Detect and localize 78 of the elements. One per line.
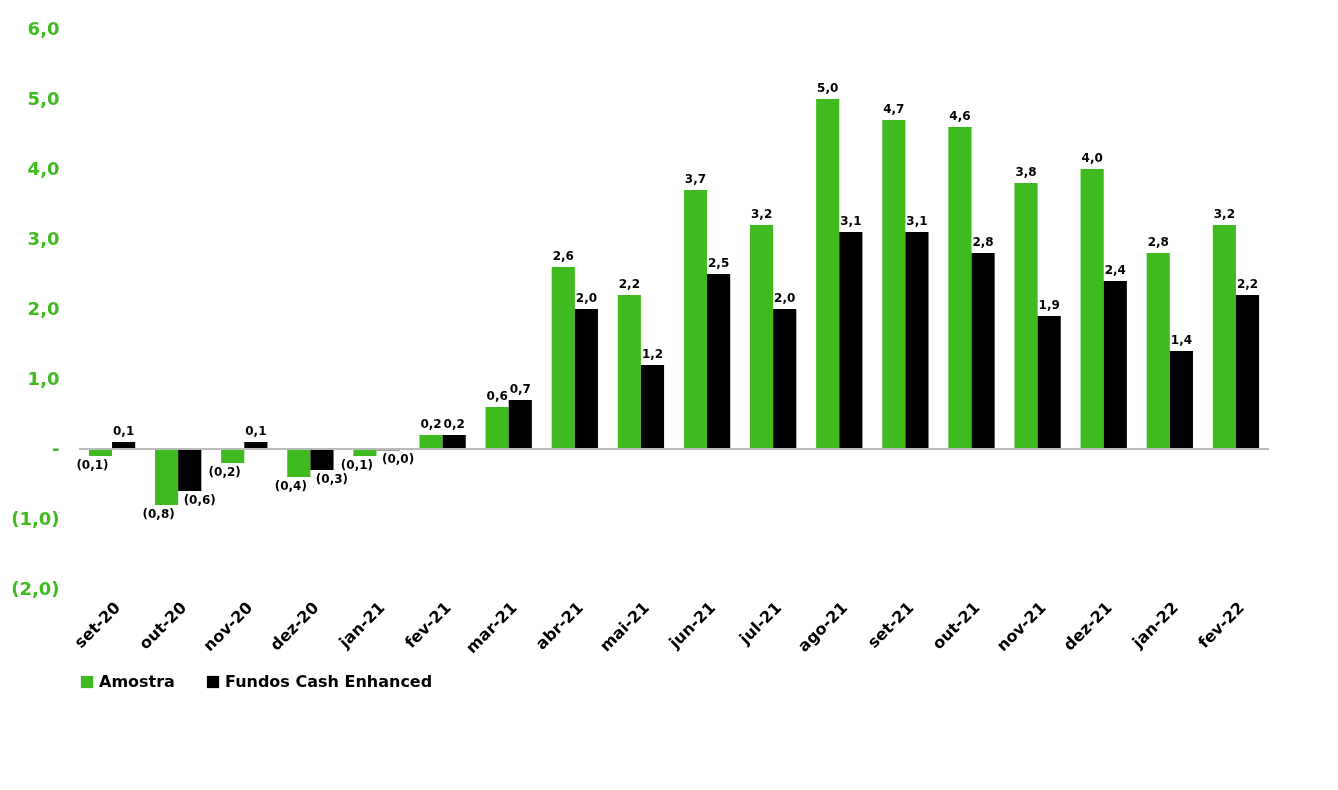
data-label: 4,0 [1081,151,1103,165]
data-label: 3,1 [906,214,928,228]
data-label: (0,1) [340,458,374,472]
bar [508,400,532,449]
data-label: 5,0 [817,81,839,95]
data-label: 1,9 [1038,298,1060,312]
data-label: 4,6 [949,109,971,123]
data-label: 0,1 [245,424,267,438]
y-tick-label: 2,0 [27,297,60,319]
bar [287,449,311,477]
data-label: 2,6 [552,249,574,263]
bar [1212,225,1236,449]
y-tick-label: 1,0 [27,367,60,389]
bar [1080,169,1104,449]
bar [617,295,641,449]
bar [155,449,179,505]
data-label: 2,2 [618,277,641,291]
data-label: 3,2 [1213,207,1236,221]
data-label: (0,4) [274,479,307,493]
bar [1037,316,1061,449]
bar [707,274,731,449]
bar [485,407,509,449]
bar [905,232,929,449]
bar [882,120,906,449]
data-label: 0,6 [486,389,508,403]
bar [310,449,334,470]
data-label: 0,7 [509,382,531,396]
y-tick-label: 3,0 [27,227,60,249]
bar [1235,295,1260,449]
data-label: 2,2 [1236,277,1259,291]
y-tick-label: 6,0 [27,17,60,39]
data-label: 0,1 [112,424,135,438]
y-tick-label: - [52,437,60,459]
data-label: (0,1) [76,458,109,472]
bar [178,449,202,491]
data-label: 0,2 [443,417,465,431]
bar [442,435,466,449]
bar [750,225,774,449]
y-tick-label: (2,0) [11,577,60,599]
data-label: 0,2 [420,417,442,431]
bar [816,99,840,449]
bar [1103,281,1127,449]
data-label: (0,6) [183,493,216,507]
bar [1169,351,1193,449]
data-label: (0,3) [315,472,349,486]
data-label: 3,1 [840,214,862,228]
legend-label: Fundos Cash Enhanced [225,672,433,691]
data-label: 1,4 [1170,333,1193,347]
data-label: (0,2) [208,465,241,479]
bar [773,309,797,449]
data-label: (0,8) [142,507,175,521]
data-label: 2,8 [972,235,994,249]
bar [574,309,598,449]
bar [551,267,575,449]
bar [948,127,972,449]
bar [640,365,665,449]
y-tick-label: 4,0 [27,157,60,179]
bar [683,190,708,449]
data-label: (0,0) [381,452,415,467]
bar [1014,183,1038,449]
legend-label: Amostra [99,672,175,691]
data-label: 2,8 [1147,235,1169,249]
data-label: 3,7 [684,172,707,186]
y-tick-label: (1,0) [11,507,60,529]
data-label: 2,0 [575,291,598,305]
data-label: 3,2 [750,207,773,221]
data-label: 4,7 [883,102,905,116]
bar [971,253,995,449]
bar [839,232,863,449]
y-tick-label: 5,0 [27,87,60,109]
data-label: 2,0 [774,291,796,305]
data-label: 3,8 [1015,165,1037,179]
data-label: 2,4 [1104,263,1126,277]
bar [221,449,245,463]
data-label: 1,2 [641,347,664,361]
bar [1146,253,1170,449]
data-label: 2,5 [707,256,730,270]
bar [419,435,443,449]
